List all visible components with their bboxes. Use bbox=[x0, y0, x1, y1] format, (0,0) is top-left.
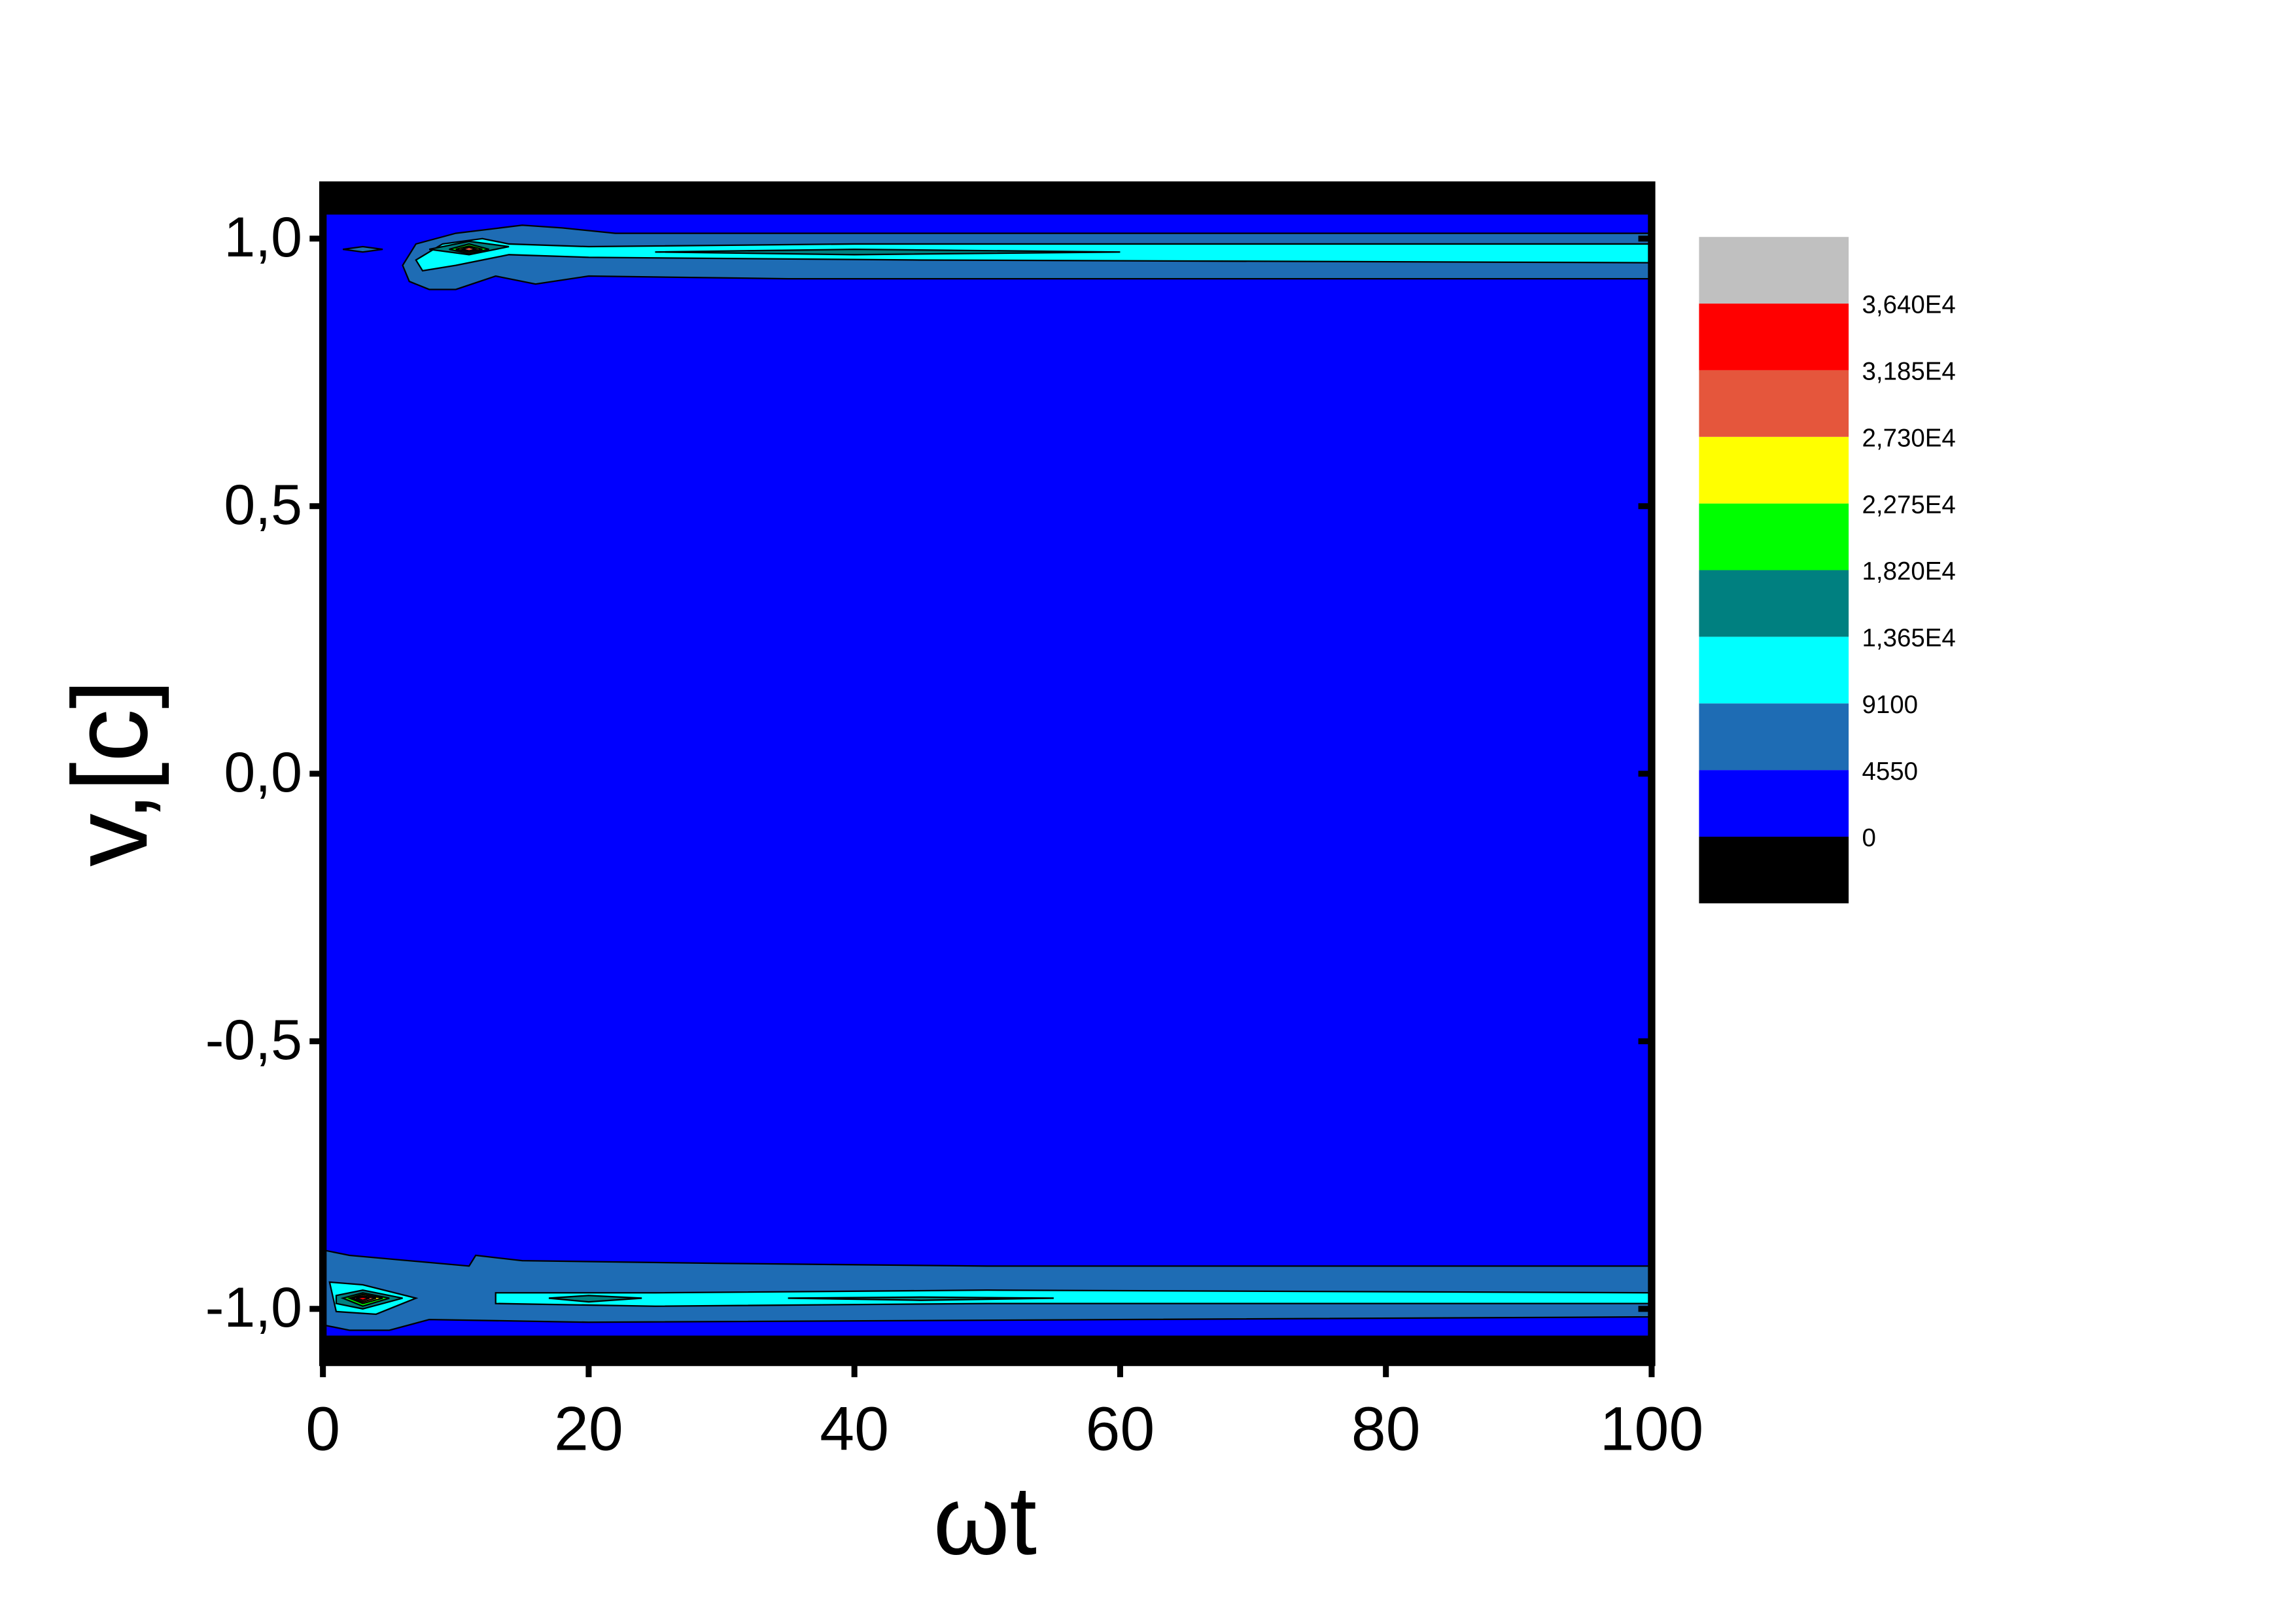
contour-region bbox=[459, 246, 479, 252]
colorbar-label: 2,275E4 bbox=[1862, 491, 1955, 519]
colorbar-band bbox=[1699, 436, 1849, 504]
colorbar-label: 3,640E4 bbox=[1862, 291, 1955, 319]
x-tick-label: 40 bbox=[820, 1394, 889, 1463]
contour-region bbox=[548, 1295, 642, 1303]
colorbar-band bbox=[1699, 770, 1849, 837]
x-axis-label: ωt bbox=[933, 1466, 1037, 1575]
colorbar-band bbox=[1699, 237, 1849, 304]
colorbar-band bbox=[1699, 503, 1849, 570]
colorbar-band bbox=[1699, 570, 1849, 637]
colorbar-label: 1,365E4 bbox=[1862, 624, 1955, 652]
y-tick-label: 0,0 bbox=[224, 741, 302, 804]
x-tick-label: 80 bbox=[1351, 1394, 1421, 1463]
y-axis-label: v,[c] bbox=[50, 679, 169, 867]
colorbar-label: 4550 bbox=[1862, 758, 1918, 786]
y-tick-label: -0,5 bbox=[205, 1009, 302, 1072]
colorbar-band bbox=[1699, 637, 1849, 704]
x-tick-label: 60 bbox=[1086, 1394, 1155, 1463]
contour-region bbox=[788, 1296, 1054, 1301]
colorbar-band bbox=[1699, 703, 1849, 771]
y-tick-label: 1,0 bbox=[224, 206, 302, 269]
contour-region bbox=[322, 214, 1652, 1336]
contour-region bbox=[655, 248, 1121, 256]
colorbar-label: 2,730E4 bbox=[1862, 424, 1955, 452]
x-tick-label: 0 bbox=[305, 1394, 340, 1463]
colorbar-label: 3,185E4 bbox=[1862, 358, 1955, 386]
colorbar-band bbox=[1699, 836, 1849, 903]
colorbar-band bbox=[1699, 370, 1849, 437]
contour-region bbox=[495, 1289, 1653, 1307]
contour-region bbox=[356, 1296, 370, 1301]
colorbar-label: 1,820E4 bbox=[1862, 557, 1955, 585]
colorbar-label: 0 bbox=[1862, 824, 1875, 852]
y-tick-label: -1,0 bbox=[205, 1276, 302, 1339]
y-tick-label: 0,5 bbox=[224, 474, 302, 536]
colorbar-label: 9100 bbox=[1862, 691, 1918, 719]
colorbar-band bbox=[1699, 304, 1849, 370]
x-tick-label: 100 bbox=[1600, 1394, 1704, 1463]
x-tick-label: 20 bbox=[554, 1394, 623, 1463]
contour-region bbox=[342, 245, 383, 253]
